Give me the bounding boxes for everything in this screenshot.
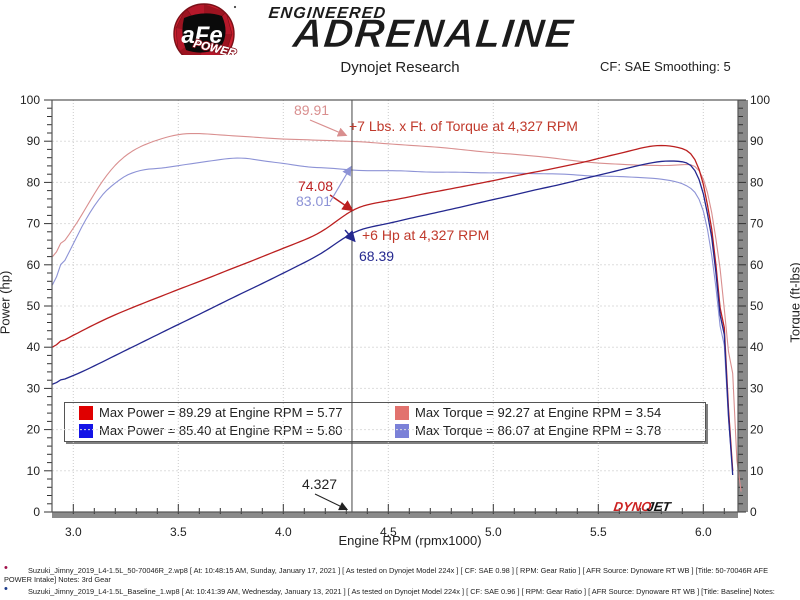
svg-text:4.327: 4.327 [302,476,337,492]
svg-text:90: 90 [27,134,41,148]
svg-text:0: 0 [750,505,757,519]
svg-text:70: 70 [750,217,764,231]
svg-text:6.0: 6.0 [695,525,712,539]
svg-text:90: 90 [750,134,764,148]
svg-text:10: 10 [27,464,41,478]
svg-text:3.5: 3.5 [170,525,187,539]
svg-text:40: 40 [27,340,41,354]
svg-text:50: 50 [750,299,764,313]
svg-text:30: 30 [27,381,41,395]
svg-text:3.0: 3.0 [65,525,82,539]
svg-text:80: 80 [27,175,41,189]
svg-text:5.5: 5.5 [590,525,607,539]
svg-text:4.0: 4.0 [275,525,292,539]
svg-text:60: 60 [27,258,41,272]
svg-text:4.5: 4.5 [380,525,397,539]
svg-text:20: 20 [750,423,764,437]
svg-text:60: 60 [750,258,764,272]
svg-text:10: 10 [750,464,764,478]
svg-text:74.08: 74.08 [298,178,333,194]
svg-text:70: 70 [27,217,41,231]
svg-text:20: 20 [27,423,41,437]
svg-text:0: 0 [33,505,40,519]
svg-text:80: 80 [750,175,764,189]
svg-text:83.01: 83.01 [296,193,331,209]
svg-text:40: 40 [750,340,764,354]
svg-text:5.0: 5.0 [485,525,502,539]
svg-text:68.39: 68.39 [359,248,394,264]
svg-text:100: 100 [750,93,770,107]
svg-text:100: 100 [20,93,40,107]
svg-text:+7 Lbs. x Ft. of Torque at 4,3: +7 Lbs. x Ft. of Torque at 4,327 RPM [349,118,578,134]
svg-text:+6 Hp at 4,327 RPM: +6 Hp at 4,327 RPM [362,227,489,243]
svg-text:50: 50 [27,299,41,313]
svg-text:30: 30 [750,381,764,395]
svg-text:89.91: 89.91 [294,102,329,118]
